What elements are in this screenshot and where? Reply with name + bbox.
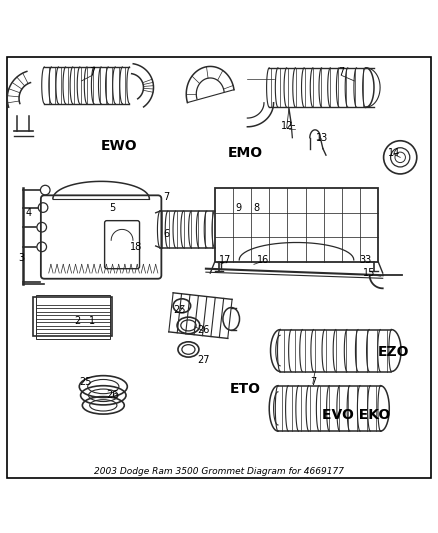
Text: 18: 18 (130, 242, 142, 252)
Text: 7: 7 (163, 192, 170, 201)
Text: EWO: EWO (100, 140, 137, 154)
Text: 14: 14 (388, 148, 400, 158)
Text: 15: 15 (364, 268, 376, 278)
Text: 17: 17 (219, 255, 232, 265)
Text: 13: 13 (315, 133, 328, 143)
Text: 2: 2 (74, 316, 80, 326)
Bar (215, 188, 378, 262)
Text: EMO: EMO (228, 146, 263, 160)
Text: 7: 7 (310, 377, 316, 387)
Text: 16: 16 (257, 255, 269, 265)
Text: 26: 26 (106, 390, 118, 400)
Text: 1: 1 (89, 316, 95, 326)
Text: 4: 4 (26, 208, 32, 218)
Text: 12: 12 (280, 121, 293, 131)
Text: 7: 7 (338, 67, 344, 77)
Text: 33: 33 (359, 255, 371, 265)
Text: 7: 7 (89, 67, 95, 77)
Text: 5: 5 (109, 203, 115, 213)
Text: 2003 Dodge Ram 3500 Grommet Diagram for 4669177: 2003 Dodge Ram 3500 Grommet Diagram for … (94, 467, 344, 476)
Text: ETO: ETO (230, 382, 261, 395)
Text: 26: 26 (198, 325, 210, 335)
Text: 8: 8 (253, 203, 259, 213)
Bar (35, 295, 110, 338)
Text: 9: 9 (236, 203, 242, 213)
Text: 27: 27 (198, 356, 210, 365)
Text: 25: 25 (173, 305, 186, 315)
Bar (33, 297, 112, 336)
Text: EZO: EZO (378, 345, 410, 359)
Text: EVO EKO: EVO EKO (322, 408, 391, 422)
Text: 6: 6 (163, 229, 170, 239)
Text: 3: 3 (18, 253, 25, 263)
Text: 25: 25 (80, 377, 92, 387)
